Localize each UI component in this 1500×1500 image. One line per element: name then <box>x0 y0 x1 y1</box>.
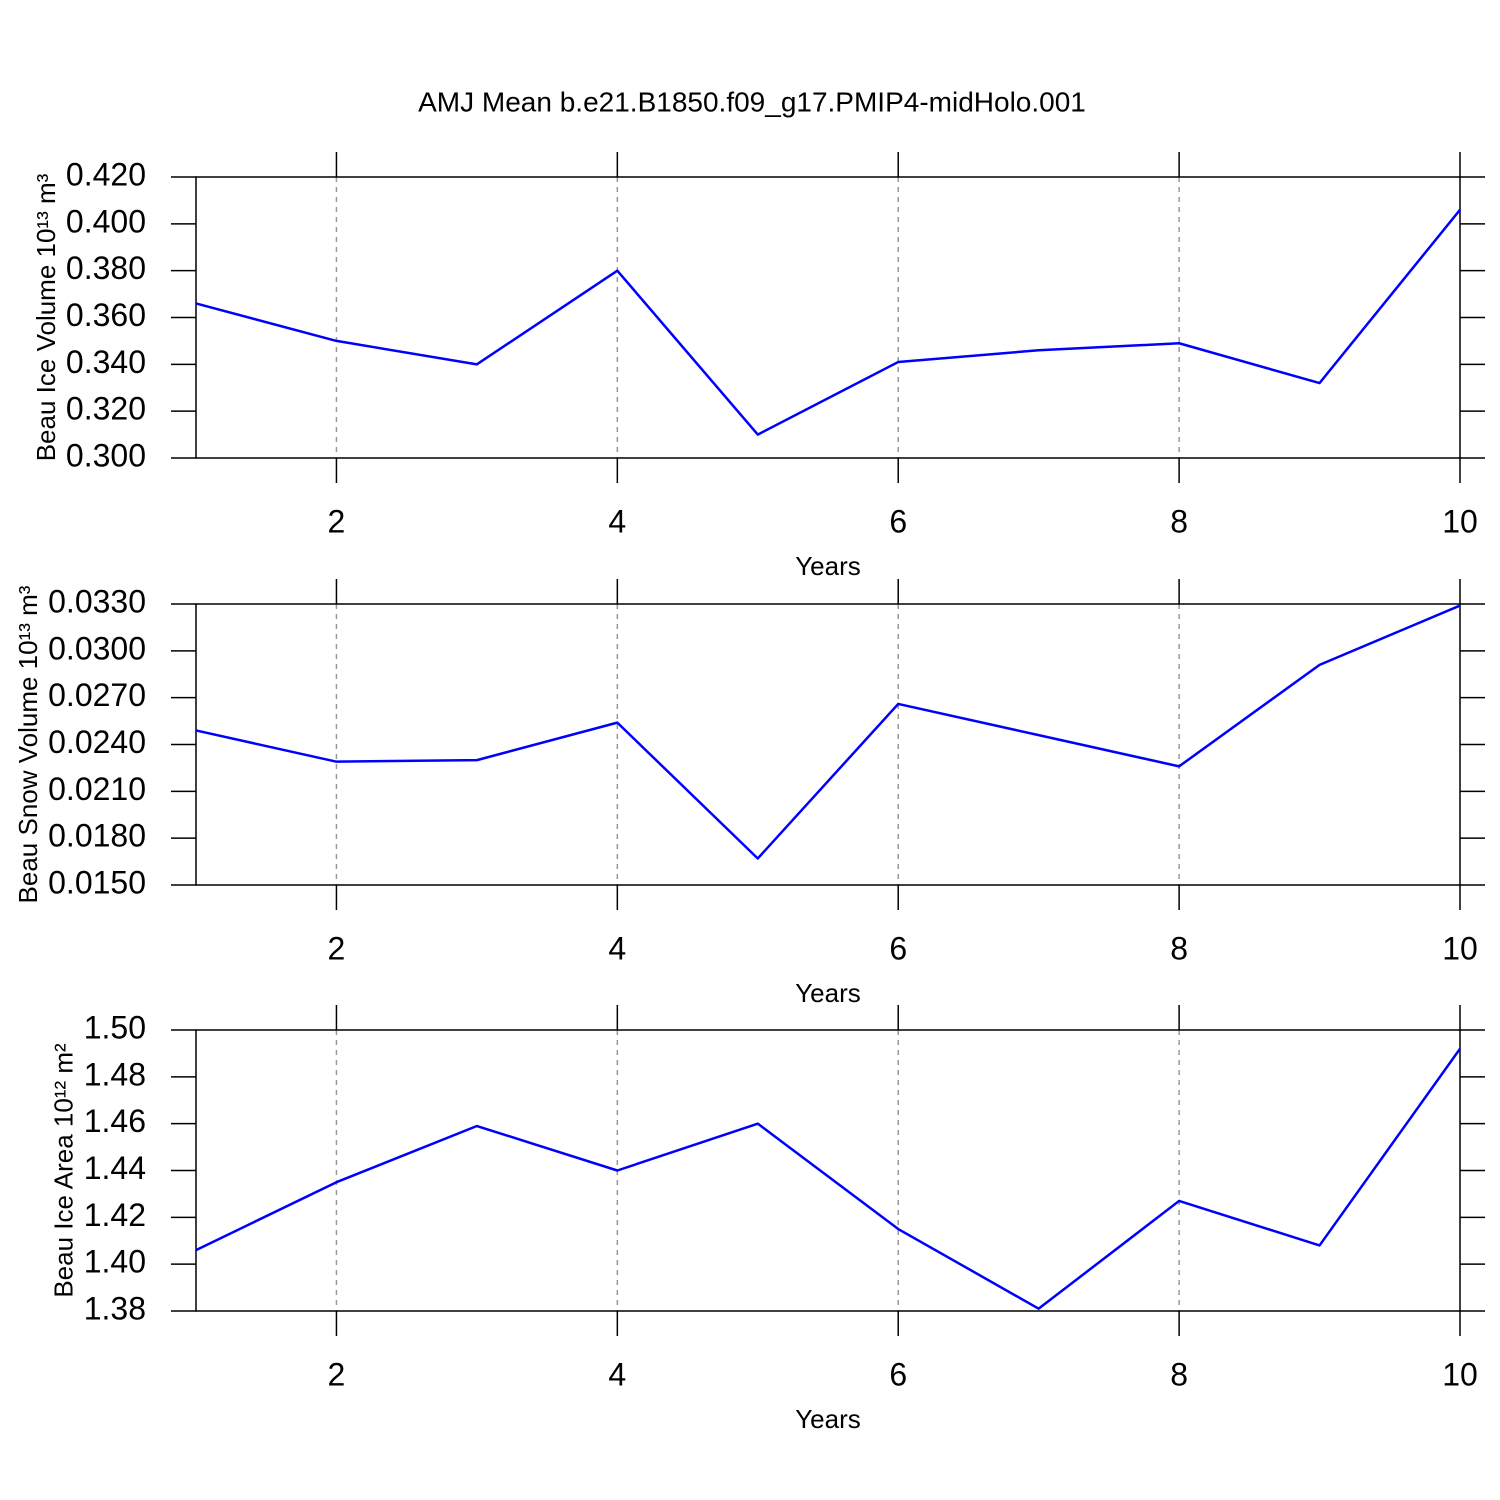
y-tick-label: 0.340 <box>66 344 146 380</box>
x-axis-label: Years <box>795 551 861 581</box>
panel: 2 4 6 8 10 1.38 1.40 1.42 1.44 1.46 1.48 1.50 Years B… <box>49 1005 1485 1434</box>
plot-frame <box>195 603 1461 886</box>
x-tick-label: 2 <box>328 503 346 539</box>
x-tick-label: 2 <box>328 1356 346 1392</box>
y-tick-label: 0.360 <box>66 297 146 333</box>
y-tick-label: 1.40 <box>84 1244 146 1280</box>
plot-frame <box>195 1029 1461 1312</box>
x-tick-label: 8 <box>1170 503 1188 539</box>
y-tick-label: 1.42 <box>84 1197 146 1233</box>
x-tick-label: 4 <box>608 503 626 539</box>
y-axis-label: Beau Ice Area 10¹² m² <box>49 1043 79 1298</box>
x-axis-label: Years <box>795 1404 861 1434</box>
data-line <box>195 1048 1462 1310</box>
y-tick-label: 0.0180 <box>48 818 146 854</box>
x-tick-label: 4 <box>608 1356 626 1392</box>
y-tick-label: 1.38 <box>84 1290 146 1326</box>
y-tick-label: 0.420 <box>66 156 146 192</box>
y-axis-label: Beau Ice Volume 10¹³ m³ <box>31 173 61 461</box>
y-tick-label: 0.0210 <box>48 771 146 807</box>
y-tick-label: 0.0150 <box>48 864 146 900</box>
data-line <box>195 604 1461 860</box>
y-tick-label: 0.300 <box>66 437 146 473</box>
data-line <box>195 208 1461 436</box>
y-tick-label: 0.400 <box>66 203 146 239</box>
y-tick-label: 0.0300 <box>48 630 146 666</box>
x-tick-label: 10 <box>1442 930 1478 966</box>
figure-title: AMJ Mean b.e21.B1850.f09_g17.PMIP4-midHo… <box>418 86 1086 117</box>
x-tick-label: 6 <box>889 1356 907 1392</box>
panel: 2 4 6 8 10 0.300 0.320 0.340 0.360 0.380 0.400 0.42… <box>31 152 1485 581</box>
y-tick-label: 0.0330 <box>48 583 146 619</box>
x-tick-label: 2 <box>328 930 346 966</box>
y-tick-label: 0.0240 <box>48 724 146 760</box>
x-tick-label: 6 <box>889 930 907 966</box>
x-tick-label: 6 <box>889 503 907 539</box>
x-tick-label: 10 <box>1442 503 1478 539</box>
panel: 2 4 6 8 10 0.0150 0.0180 0.0210 0.0240 0.0270 0.03… <box>13 579 1485 1008</box>
y-tick-label: 0.380 <box>66 250 146 286</box>
x-tick-label: 8 <box>1170 1356 1188 1392</box>
x-axis-label: Years <box>795 978 861 1008</box>
y-axis-label: Beau Snow Volume 10¹³ m³ <box>13 585 43 903</box>
y-tick-label: 1.50 <box>84 1009 146 1045</box>
y-tick-label: 1.48 <box>84 1056 146 1092</box>
y-tick-label: 1.46 <box>84 1103 146 1139</box>
x-tick-label: 8 <box>1170 930 1188 966</box>
plot-frame <box>195 176 1461 459</box>
x-tick-label: 10 <box>1442 1356 1478 1392</box>
x-tick-label: 4 <box>608 930 626 966</box>
y-tick-label: 1.44 <box>84 1150 146 1186</box>
y-tick-label: 0.0270 <box>48 677 146 713</box>
y-tick-label: 0.320 <box>66 391 146 427</box>
